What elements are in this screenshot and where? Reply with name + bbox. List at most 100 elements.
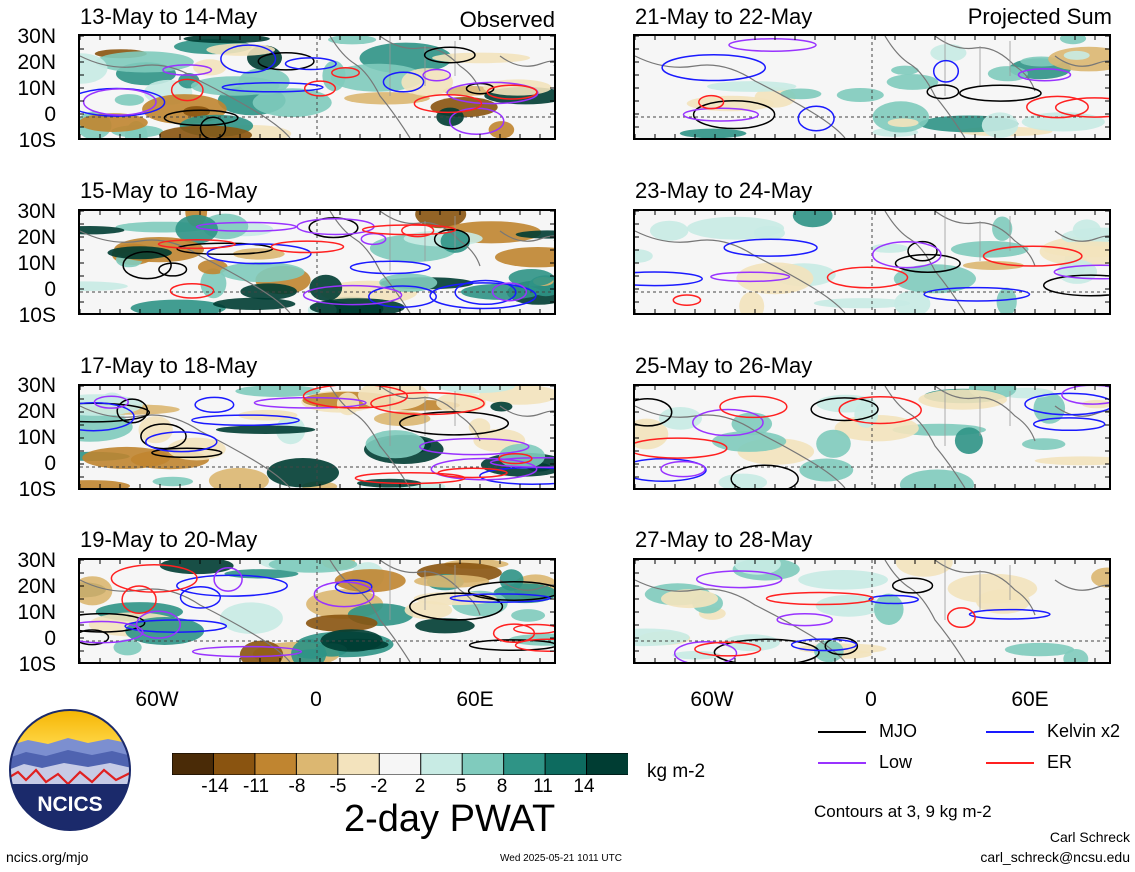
er-contour	[1026, 95, 1089, 119]
kelvin-contour	[1032, 417, 1106, 432]
er-contour	[698, 94, 725, 110]
mjo-contour	[891, 577, 934, 594]
low-line-swatch	[818, 762, 866, 764]
footer-url[interactable]: ncics.org/mjo	[6, 849, 89, 865]
pwat-anomaly-blob	[365, 430, 425, 459]
pwat-anomaly-blob	[1021, 112, 1105, 132]
pwat-anomaly-blob	[508, 269, 554, 287]
pwat-anomaly-blob	[80, 113, 148, 132]
pwat-anomaly-blob	[215, 425, 316, 434]
legend-kelvin: Kelvin x2	[1047, 721, 1121, 741]
pwat-anomaly-blob	[679, 128, 747, 138]
observed-map-3	[78, 384, 556, 490]
kelvin-contour	[221, 82, 324, 93]
er-contour	[765, 591, 874, 606]
kelvin-line-swatch	[986, 731, 1034, 733]
pwat-anomaly-blob	[183, 36, 270, 44]
kelvin-contour	[382, 71, 425, 93]
pwat-anomaly-blob	[80, 226, 125, 235]
low-contour	[93, 395, 129, 409]
colorbar-units: kg m-2	[647, 761, 706, 782]
pwat-anomaly-blob	[930, 44, 967, 62]
pwat-anomaly-blob	[1063, 649, 1089, 662]
er-contour	[826, 266, 909, 289]
pwat-anomaly-blob	[80, 53, 108, 84]
pwat-anomaly-blob	[893, 264, 976, 294]
pwat-anomaly-blob	[113, 639, 142, 656]
pwat-anomaly-blob	[152, 476, 194, 487]
kelvin-contour	[661, 53, 767, 82]
pwat-anomaly-blob	[1091, 567, 1109, 588]
low-contour	[692, 408, 764, 437]
lat-label: 10S	[18, 304, 56, 327]
kelvin-contour	[1024, 392, 1109, 416]
coastline	[635, 560, 1109, 662]
low-contour	[489, 457, 554, 468]
mjo-contour	[433, 228, 470, 250]
low-contour	[191, 645, 303, 658]
pwat-anomaly-blob	[415, 618, 475, 634]
colorbar-swatch	[503, 752, 547, 776]
er-contour	[437, 467, 508, 479]
legend-low: Low	[879, 752, 913, 772]
colorbar-swatch	[378, 752, 422, 776]
low-contour	[302, 284, 403, 306]
pwat-anomaly-blob	[183, 106, 211, 117]
coastline	[80, 560, 554, 662]
kelvin-contour	[968, 608, 1051, 620]
pwat-anomaly-blob	[358, 386, 429, 411]
er-contour	[694, 641, 762, 657]
footer-timestamp: Wed 2025-05-21 1011 UTC	[500, 853, 622, 864]
country-border	[944, 36, 1011, 96]
er-contour	[838, 395, 922, 425]
colorbar-tick: -2	[370, 776, 388, 797]
kelvin-contour	[80, 401, 135, 432]
kelvin-contour	[797, 105, 835, 132]
footer-email[interactable]: carl_schreck@ncsu.edu	[980, 849, 1130, 865]
pwat-anomaly-blob	[130, 299, 226, 313]
panel-title: 25-May to 26-May	[635, 353, 813, 378]
lat-label: 30N	[17, 549, 56, 572]
pwat-anomaly-blob	[1043, 241, 1109, 258]
low-contour	[162, 64, 213, 76]
pwat-anomaly-blob	[887, 118, 919, 127]
pwat-anomaly-blob	[414, 574, 490, 588]
pwat-anomaly-blob	[895, 560, 953, 577]
low-contour	[695, 570, 783, 589]
ncics-logo: NCICS	[8, 708, 132, 832]
pwat-anomaly-blob	[499, 569, 524, 591]
country-border	[944, 386, 1011, 446]
er-contour	[514, 638, 554, 652]
lon-label: 60E	[1011, 688, 1049, 711]
mjo-contour	[140, 423, 187, 450]
mjo-contour	[308, 217, 359, 239]
lat-label: 30N	[17, 374, 56, 397]
pwat-anomaly-blob	[175, 214, 218, 244]
colorbar-tick: 11	[533, 776, 553, 797]
lat-label: 0	[44, 103, 56, 126]
pwat-anomaly-blob	[792, 211, 833, 228]
pwat-anomaly-blob	[1063, 50, 1090, 60]
pwat-anomaly-blob	[213, 297, 296, 310]
pwat-anomaly-blob	[954, 427, 983, 454]
lat-label: 10S	[18, 653, 56, 676]
pwat-anomaly-blob	[483, 79, 552, 96]
low-contour	[422, 68, 452, 82]
panel-title: 15-May to 16-May	[80, 178, 258, 203]
colorbar-swatch	[586, 752, 629, 776]
er-contour	[413, 94, 483, 114]
pwat-anomaly-blob	[488, 121, 515, 138]
low-contour	[80, 620, 144, 644]
kelvin-contour	[635, 271, 703, 287]
pwat-anomaly-blob	[159, 560, 234, 575]
er-contour	[157, 239, 236, 250]
low-contour	[135, 610, 182, 639]
kelvin-contour	[454, 279, 517, 306]
pwat-anomaly-blob	[661, 589, 718, 609]
er-contour	[1054, 97, 1109, 118]
colorbar-swatch	[544, 752, 588, 776]
country-border	[389, 560, 456, 620]
lon-label: 60E	[456, 688, 494, 711]
mjo-contour	[824, 636, 859, 656]
pwat-anomaly-blob	[1059, 36, 1087, 45]
